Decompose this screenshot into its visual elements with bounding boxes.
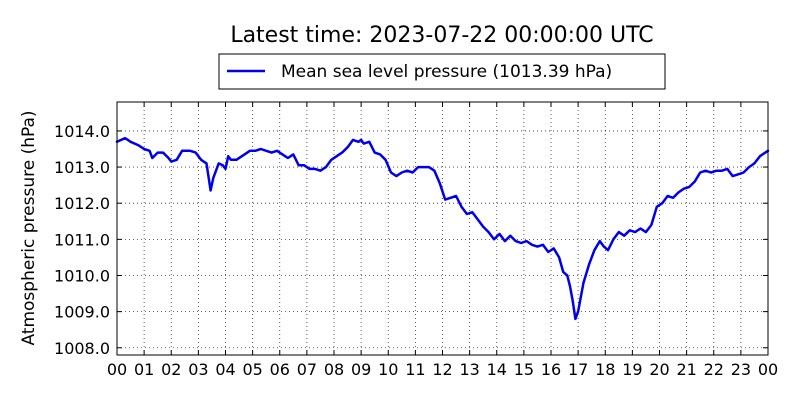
x-tick-label: 15 xyxy=(514,360,534,379)
x-tick-label: 00 xyxy=(758,360,778,379)
x-tick-label: 04 xyxy=(215,360,235,379)
legend: Mean sea level pressure (1013.39 hPa) xyxy=(218,53,666,90)
series-layer xyxy=(115,136,770,321)
y-tick-label: 1009.0 xyxy=(54,303,110,322)
x-tick-label: 02 xyxy=(161,360,181,379)
x-tick-label: 16 xyxy=(541,360,561,379)
x-tick-label: 12 xyxy=(432,360,452,379)
x-tick-label: 21 xyxy=(676,360,696,379)
x-tick-label: 06 xyxy=(270,360,290,379)
y-tick-label: 1008.0 xyxy=(54,339,110,358)
x-tick-label: 20 xyxy=(649,360,669,379)
legend-box xyxy=(218,53,666,90)
y-tick-label: 1013.0 xyxy=(54,158,110,177)
x-tick-label: 17 xyxy=(568,360,588,379)
y-axis: 1008.0 1009.0 1010.0 1011.0 1012.0 1013.0 1014… xyxy=(54,122,768,358)
y-tick-label: 1011.0 xyxy=(54,230,110,249)
x-tick-label: 00 xyxy=(107,360,127,379)
pressure-series-line xyxy=(115,136,770,321)
chart-title: Latest time: 2023-07-22 00:00:00 UTC xyxy=(230,23,653,48)
x-tick-label: 10 xyxy=(378,360,398,379)
y-tick-label: 1012.0 xyxy=(54,194,110,213)
x-tick-label: 18 xyxy=(595,360,615,379)
x-tick-label: 01 xyxy=(134,360,154,379)
y-tick-label: 1010.0 xyxy=(54,266,110,285)
y-axis-label: Atmospheric pressure (hPa) xyxy=(19,110,39,345)
x-tick-label: 07 xyxy=(297,360,317,379)
x-tick-label: 14 xyxy=(487,360,507,379)
x-axis: 00 01 02 03 04 05 06 07 08 09 10 11 12 13 14 15 16 17 18 19… xyxy=(107,102,778,379)
x-tick-label: 09 xyxy=(351,360,371,379)
grid xyxy=(117,102,768,355)
x-tick-label: 22 xyxy=(704,360,724,379)
x-tick-label: 05 xyxy=(242,360,262,379)
x-tick-label: 19 xyxy=(622,360,642,379)
x-tick-label: 03 xyxy=(188,360,208,379)
x-tick-label: 23 xyxy=(731,360,751,379)
x-tick-label: 11 xyxy=(405,360,425,379)
x-tick-label: 08 xyxy=(324,360,344,379)
legend-label: Mean sea level pressure (1013.39 hPa) xyxy=(281,62,612,82)
plot-frame xyxy=(116,101,769,356)
y-tick-label: 1014.0 xyxy=(54,122,110,141)
x-tick-label: 13 xyxy=(459,360,479,379)
